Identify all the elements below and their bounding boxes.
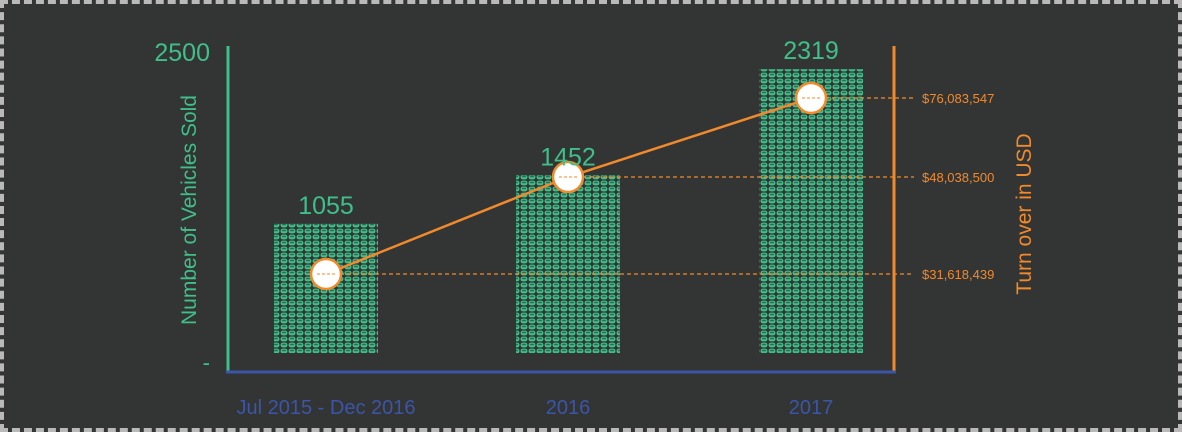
y-tick-label-top: 2500 [154,39,210,67]
guide-lines [326,97,914,275]
bar-group [274,69,863,353]
x-tick-label-1: Jul 2015 - Dec 2016 [236,397,415,419]
label-layer: 1055 Jul 2015 - Dec 2016 1452 2016 2319 2017 $… [236,37,994,419]
bar-value-label-3: 2319 [783,37,839,65]
y-axis-title-left: Number of Vehicles Sold [178,95,201,325]
bar-3 [759,69,863,353]
turnover-point-1 [309,257,343,291]
x-tick-label-3: 2017 [789,397,834,419]
bar-value-label-2: 1452 [540,143,596,171]
turnover-point-3 [794,81,828,115]
bar-2 [516,175,620,353]
bar-value-label-1: 1055 [298,192,354,220]
y-tick-label-bottom: - [203,350,210,375]
turnover-point-2 [551,160,585,194]
turnover-label-3: $76,083,547 [922,91,994,106]
turnover-line-layer [309,81,828,291]
x-tick-label-2: 2016 [546,397,591,419]
y-axis-title-right: Turn over in USD [1013,133,1036,294]
turnover-label-1: $31,618,439 [922,267,994,282]
turnover-label-2: $48,038,500 [922,170,994,185]
